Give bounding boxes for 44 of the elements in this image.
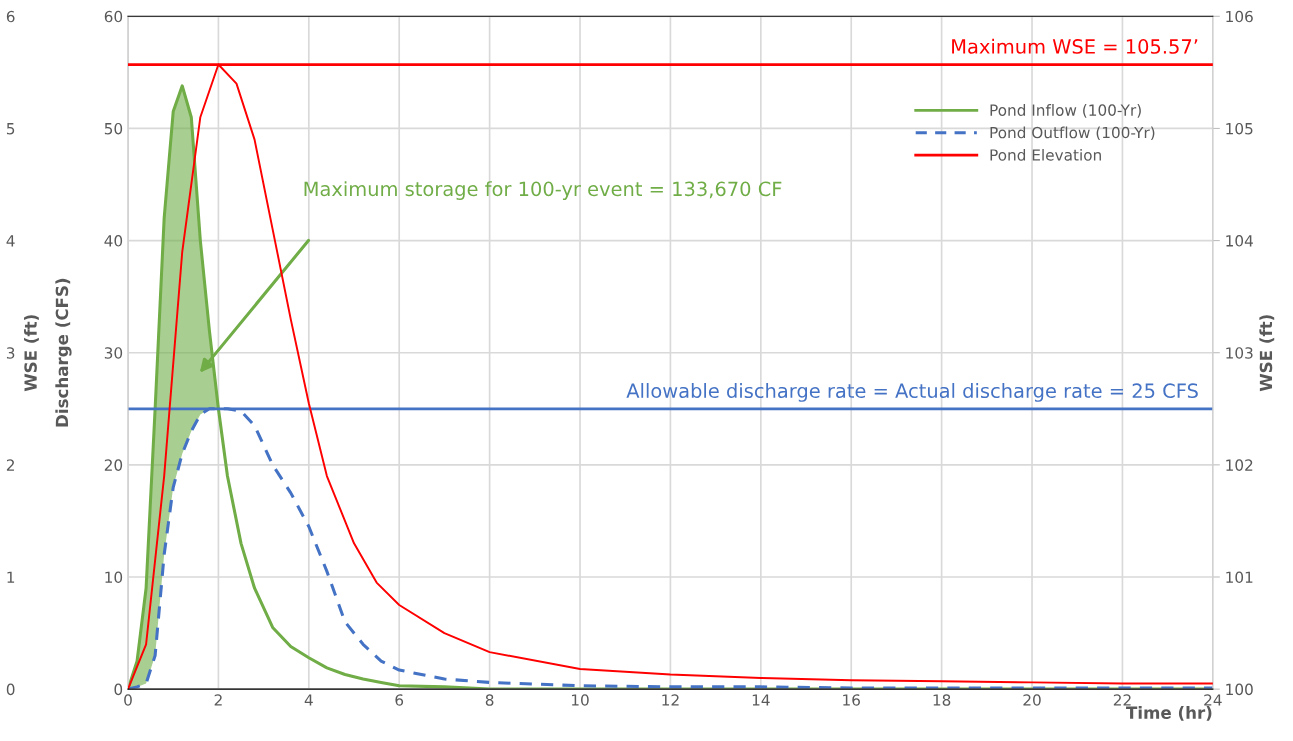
y2-tick-label: 105: [1226, 122, 1253, 135]
ref-line-label: Allowable discharge rate = Actual discharge rate = 25 CFS: [626, 383, 1198, 402]
x-tick-label: 10: [571, 694, 589, 706]
y3-tick-label: 6: [6, 10, 15, 23]
x-tick-label: 22: [1113, 694, 1131, 706]
y2-tick-label: 106: [1226, 10, 1253, 23]
annotation: Maximum storage for 100-yr event = 133,670 CF: [304, 181, 782, 200]
x-tick-label: 18: [933, 694, 951, 706]
x-tick-label: 8: [485, 694, 494, 706]
x-tick-label: 20: [1023, 694, 1041, 706]
x-tick-label: 0: [124, 694, 132, 706]
y2-tick-label: 100: [1226, 683, 1253, 696]
legend-label: Pond Elevation: [990, 148, 1101, 161]
y-tick-label: 20: [104, 459, 123, 471]
y-tick-label: 30: [104, 347, 123, 359]
y-tick-label: 60: [104, 10, 123, 23]
legend-label: Pond Outflow (100-Yr): [990, 126, 1155, 141]
y2-tick-label: 103: [1226, 347, 1253, 359]
y-tick-label: 50: [104, 122, 123, 135]
y-tick-label: 40: [104, 235, 123, 247]
y2-tick-label: 101: [1226, 571, 1253, 584]
y2-tick-label: 102: [1226, 459, 1253, 471]
x-tick-label: 16: [843, 694, 860, 706]
y2-axis-title: WSE (ft): [1259, 315, 1275, 392]
y3-tick-label: 1: [7, 571, 15, 583]
y-tick-label: 10: [105, 571, 123, 584]
y3-tick-label: 5: [6, 123, 15, 135]
y3-tick-label: 3: [6, 347, 15, 359]
x-axis-title: Time (hr): [1126, 706, 1212, 721]
legend-label: Pond Inflow (100-Yr): [990, 104, 1141, 118]
y3-tick-label: 0: [6, 683, 15, 696]
x-tick-label: 2: [214, 694, 222, 706]
x-tick-label: 12: [662, 694, 679, 706]
x-tick-label: 24: [1204, 694, 1222, 706]
x-tick-label: 14: [752, 694, 770, 706]
y2-tick-label: 104: [1226, 235, 1253, 247]
y-tick-label: 0: [114, 683, 123, 696]
y3-tick-label: 4: [6, 235, 15, 247]
ref-line-label: Maximum WSE = 105.57’: [952, 38, 1198, 54]
x-tick-label: 4: [304, 694, 313, 706]
y-axis-title: Discharge (CFS): [55, 278, 72, 427]
x-tick-label: 6: [395, 694, 404, 706]
y3-axis-title: WSE (ft): [24, 315, 39, 392]
y3-tick-label: 2: [6, 459, 14, 471]
